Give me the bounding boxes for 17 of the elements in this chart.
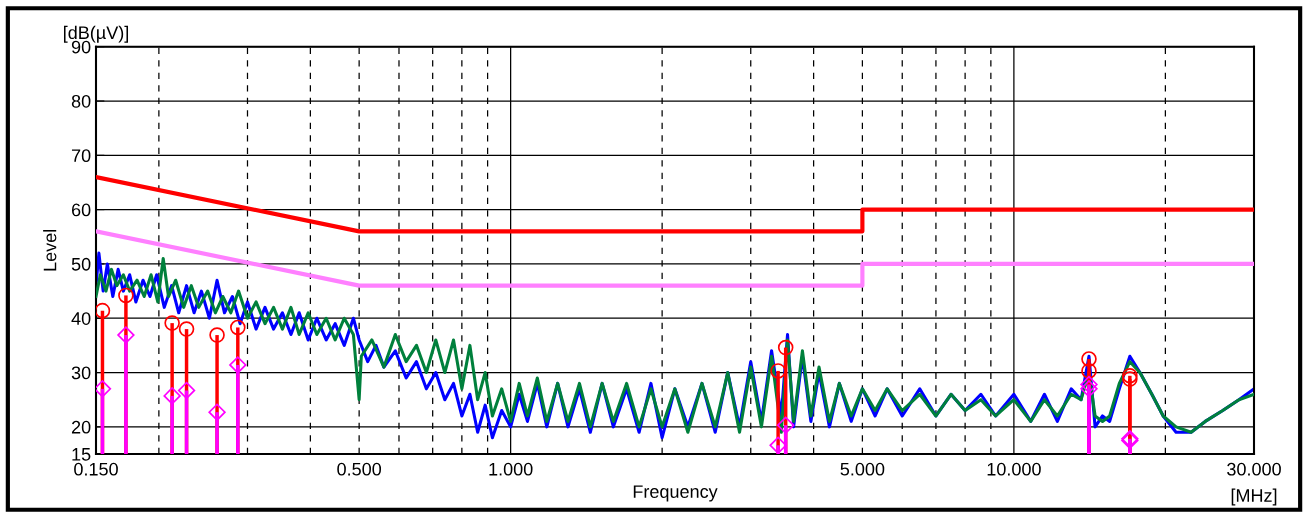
x-tick-label: 10.000	[987, 462, 1041, 476]
x-axis-title: Frequency	[633, 485, 718, 502]
y-axis-title: Level	[43, 229, 57, 271]
y-tick-label: 60	[71, 203, 91, 217]
x-tick-label: 0.150	[74, 462, 118, 476]
x-tick-label: 1.000	[489, 462, 533, 476]
y-tick-label: 80	[71, 94, 91, 108]
y-tick-label: 20	[71, 420, 91, 434]
x-tick-label: 0.500	[337, 462, 382, 476]
text: [MHz]	[1231, 488, 1277, 506]
y-tick-label: 50	[71, 257, 91, 271]
x-tick-label: 5.000	[840, 462, 885, 476]
x-tick-label: 30.000	[1227, 462, 1281, 476]
y-tick-label: 15	[72, 448, 91, 461]
y-tick-label: 70	[71, 149, 91, 163]
y-tick-label: 40	[71, 312, 91, 325]
y-tick-label: 30	[71, 366, 91, 380]
